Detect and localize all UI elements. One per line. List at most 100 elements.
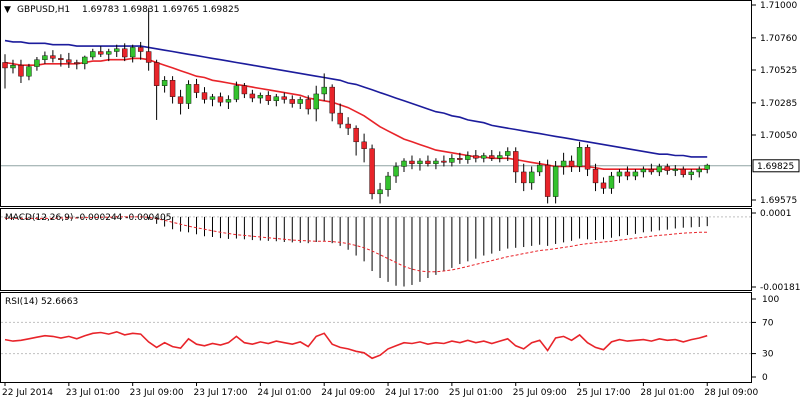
time-axis-label: 25 Jul 17:00 xyxy=(577,388,631,398)
candle-body xyxy=(321,86,327,95)
candle-body xyxy=(121,48,128,58)
candle-body xyxy=(640,169,647,173)
candle xyxy=(696,166,702,178)
candle xyxy=(544,159,551,204)
candle xyxy=(26,63,32,81)
macd-axis-label: -0.001813 xyxy=(760,283,800,293)
candle-body xyxy=(289,99,295,104)
candle xyxy=(273,93,280,107)
candle-body xyxy=(696,169,702,173)
candle-body xyxy=(688,171,694,175)
candle-body xyxy=(632,171,639,177)
time-axis-label: 23 Jul 17:00 xyxy=(194,388,248,398)
candle-body xyxy=(137,47,144,52)
candle xyxy=(688,169,694,181)
candle xyxy=(385,171,391,197)
candle-body xyxy=(465,155,471,160)
candle xyxy=(513,147,519,183)
candle xyxy=(489,150,495,161)
candle xyxy=(481,152,487,163)
candle xyxy=(505,147,511,161)
candle-body xyxy=(129,47,136,58)
candle-body xyxy=(337,112,343,125)
price-marks xyxy=(1,7,751,204)
candle-body xyxy=(361,141,367,149)
candle-body xyxy=(209,96,216,100)
candle xyxy=(377,182,383,204)
candle-body xyxy=(648,169,655,173)
candle-body xyxy=(457,158,463,160)
candle-body xyxy=(153,62,160,86)
candle xyxy=(608,171,615,194)
ma-slow-line xyxy=(4,39,708,158)
candle-body xyxy=(257,95,264,99)
candle xyxy=(153,59,160,120)
candle xyxy=(680,166,686,178)
candle-body xyxy=(560,160,567,167)
candle xyxy=(137,41,144,60)
candle-body xyxy=(377,189,383,195)
candle-body xyxy=(42,55,48,60)
chart-header: ▼ GBPUSD,H1 1.69783 1.69831 1.69765 1.69… xyxy=(4,5,239,15)
candle-body xyxy=(576,147,583,167)
candle xyxy=(169,76,176,104)
candle-body xyxy=(656,166,663,173)
candle xyxy=(289,95,295,108)
candle-body xyxy=(369,148,375,195)
candle xyxy=(473,150,479,163)
candle xyxy=(34,57,40,71)
candle xyxy=(425,155,431,167)
candle-body xyxy=(106,51,112,55)
macd-label: MACD(12,26,9) -0.000244 -0.000405 xyxy=(5,213,171,223)
time-axis-label: 28 Jul 01:00 xyxy=(640,388,694,398)
candle xyxy=(433,158,439,170)
candle xyxy=(18,59,24,83)
candle-body xyxy=(489,155,495,159)
candle xyxy=(616,169,623,183)
candle xyxy=(528,166,535,190)
candle-body xyxy=(433,160,439,164)
rsi-panel xyxy=(0,292,752,383)
candle xyxy=(58,54,64,67)
candle-body xyxy=(528,171,535,184)
candle xyxy=(648,163,655,175)
candle xyxy=(664,163,671,175)
candle-body xyxy=(473,155,479,159)
candle xyxy=(98,46,104,57)
candle xyxy=(106,48,112,62)
candle xyxy=(185,80,192,109)
candle xyxy=(321,73,327,101)
macd-panel xyxy=(0,208,752,291)
candle-body xyxy=(98,51,104,55)
candle xyxy=(129,44,136,63)
candle-body xyxy=(58,58,64,60)
candle-body xyxy=(18,65,24,77)
candle xyxy=(217,92,224,107)
candle xyxy=(241,83,248,99)
candle xyxy=(640,166,647,178)
candle xyxy=(560,152,567,175)
macd-axis-label: 0.0001 xyxy=(760,209,792,219)
candle-body xyxy=(664,166,671,171)
candle xyxy=(42,51,48,64)
candle xyxy=(313,85,319,122)
candle-body xyxy=(241,85,248,95)
candle xyxy=(624,166,631,181)
candle xyxy=(225,95,232,109)
time-axis-label: 28 Jul 09:00 xyxy=(704,388,758,398)
candle-body xyxy=(66,59,72,63)
candle-body xyxy=(353,127,359,143)
candle xyxy=(536,161,543,177)
candle-body xyxy=(329,86,335,114)
candle-body xyxy=(401,160,407,167)
candle-body xyxy=(536,164,543,173)
candle-body xyxy=(672,169,679,171)
candle-body xyxy=(425,160,431,164)
time-axis-label: 22 Jul 2014 xyxy=(2,388,53,398)
time-axis-label: 24 Jul 09:00 xyxy=(321,388,375,398)
current-price-tag xyxy=(752,159,800,173)
candle-body xyxy=(449,158,455,163)
candle-body xyxy=(616,171,623,177)
